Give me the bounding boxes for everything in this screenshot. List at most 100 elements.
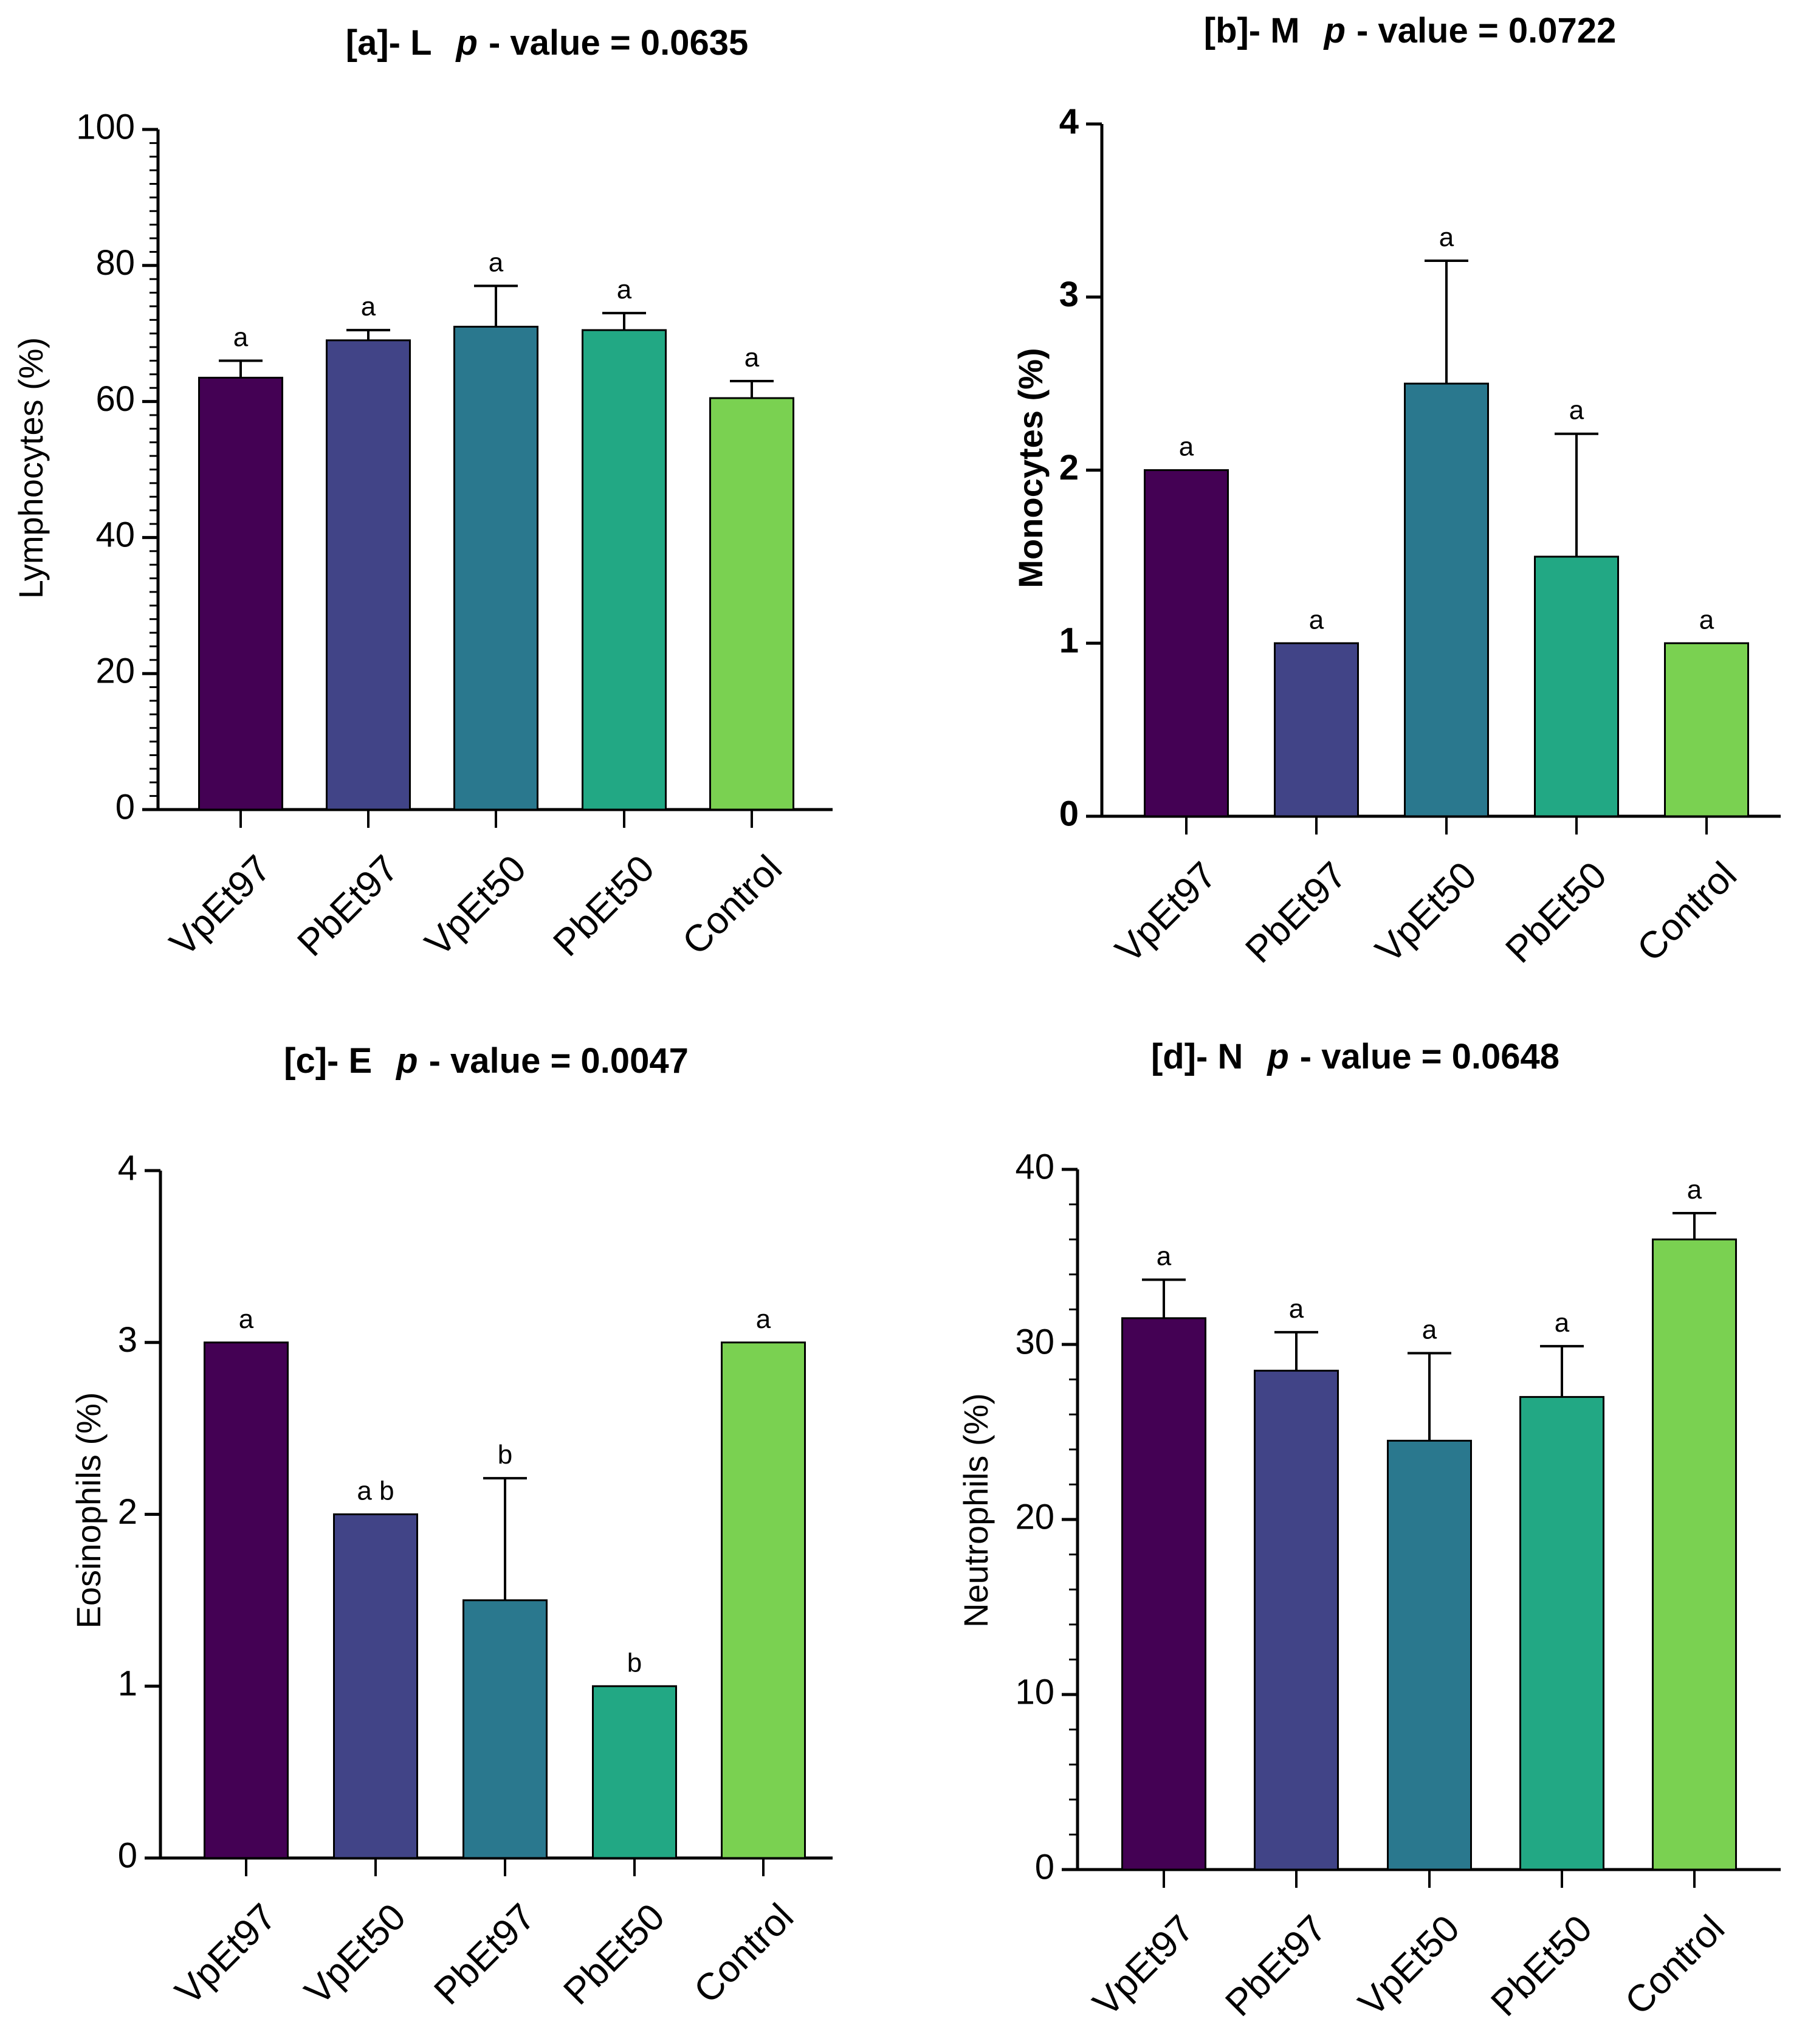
bar-pbet97 <box>1254 1369 1339 1871</box>
bar-vpet50 <box>1387 1439 1472 1871</box>
y-tick-label: 30 <box>1015 1322 1054 1361</box>
significance-label: a <box>1569 396 1584 425</box>
y-tick-label: 80 <box>95 243 135 283</box>
y-tick-label: 20 <box>95 652 135 691</box>
significance-label: a <box>1687 1175 1702 1205</box>
x-tick-label: VpEt50 <box>1350 1907 1468 2025</box>
bar-control <box>1664 642 1749 817</box>
x-tick-label: PbEt97 <box>426 1896 543 2013</box>
y-axis-label: Neutrophils (%) <box>957 1393 995 1628</box>
x-tick-label: Control <box>686 1896 802 2011</box>
y-tick-label: 1 <box>118 1664 137 1704</box>
chart-title-p: p <box>395 1041 418 1081</box>
x-tick-label: PbEt50 <box>545 847 662 965</box>
x-tick-label: VpEt50 <box>417 847 534 965</box>
significance-label: a <box>361 292 376 322</box>
x-tick-label: PbEt50 <box>1497 854 1615 971</box>
y-tick-label: 4 <box>1059 102 1079 141</box>
bar-pbet50 <box>582 329 667 811</box>
y-tick-label: 0 <box>115 787 135 827</box>
chart-title-suffix: - value = 0.0635 <box>489 23 748 63</box>
y-tick-label: 0 <box>1035 1847 1054 1887</box>
x-tick-label: PbEt97 <box>1217 1907 1335 2025</box>
y-tick-label: 0 <box>1059 794 1079 833</box>
chart-title-prefix: [c]- E <box>284 1041 372 1081</box>
significance-label: a <box>1179 432 1194 462</box>
y-tick-label: 100 <box>76 107 135 146</box>
bar-pbet50 <box>1534 556 1619 817</box>
chart-panel-b: [b]- M p - value = 0.0722 Monocytes (%) 0 1 2 3… <box>1011 11 1781 971</box>
chart-title-prefix: [b]- M <box>1204 11 1300 50</box>
y-tick-label: 1 <box>1059 621 1079 661</box>
chart-title-suffix: - value = 0.0648 <box>1300 1037 1559 1076</box>
x-tick-label: Control <box>1629 854 1745 969</box>
bar-control <box>709 397 794 811</box>
bar-vpet97 <box>198 376 283 811</box>
x-tick-label: VpEt97 <box>1107 854 1225 971</box>
x-tick-label: VpEt50 <box>1367 854 1485 971</box>
chart-title: [b]- M p - value = 0.0722 <box>1204 11 1617 50</box>
significance-label: a <box>1555 1308 1570 1338</box>
bar-pbet50 <box>1519 1395 1604 1871</box>
bar-control <box>1652 1238 1737 1871</box>
y-tick-label: 2 <box>118 1492 137 1532</box>
significance-label: a <box>1289 1294 1304 1324</box>
significance-label: a <box>744 343 760 373</box>
chart-title-p: p <box>1323 11 1346 50</box>
x-tick-label: PbEt97 <box>289 847 407 965</box>
y-tick-label: 4 <box>118 1148 137 1188</box>
y-tick-label: 3 <box>118 1320 137 1360</box>
bar-pbet50 <box>592 1685 677 1859</box>
y-tick-label: 10 <box>1015 1672 1054 1712</box>
significance-label: a <box>1439 222 1454 252</box>
bar-control <box>721 1341 806 1859</box>
bar-vpet50 <box>1404 382 1489 817</box>
y-tick-label: 60 <box>95 379 135 419</box>
bar-pbet97 <box>462 1599 548 1859</box>
significance-label: a <box>233 322 249 352</box>
significance-label: a <box>1309 605 1324 635</box>
y-tick-label: 40 <box>1015 1147 1054 1186</box>
chart-title-p: p <box>455 23 478 63</box>
y-axis-label: Monocytes (%) <box>1011 348 1050 588</box>
significance-label: a b <box>357 1476 394 1506</box>
chart-panel-c: [c]- E p - value = 0.0047 Eosinophils (%) 0 1… <box>69 1041 833 2013</box>
significance-label: a <box>239 1304 254 1334</box>
y-tick-label: 20 <box>1015 1497 1054 1536</box>
chart-title: [c]- E p - value = 0.0047 <box>284 1041 689 1081</box>
chart-title: [a]- L p - value = 0.0635 <box>346 23 748 63</box>
significance-label: b <box>627 1648 642 1678</box>
bar-vpet50 <box>453 326 538 811</box>
x-tick-label: Control <box>675 847 790 963</box>
chart-title-p: p <box>1266 1037 1288 1076</box>
chart-title: [d]- N p - value = 0.0648 <box>1151 1037 1559 1076</box>
chart-panel-d: [d]- N p - value = 0.0648 Neutrophils (%) 0 1… <box>957 1037 1781 2025</box>
y-axis-label: Eosinophils (%) <box>69 1392 108 1628</box>
chart-title-prefix: [a]- L <box>346 23 432 63</box>
x-tick-label: PbEt97 <box>1237 854 1355 971</box>
y-tick-label: 2 <box>1059 448 1079 487</box>
significance-label: a <box>1157 1241 1172 1271</box>
bar-vpet97 <box>204 1341 289 1859</box>
bar-pbet97 <box>1274 642 1359 817</box>
x-tick-label: PbEt50 <box>1483 1907 1600 2025</box>
y-tick-label: 0 <box>118 1836 137 1875</box>
bar-vpet50 <box>333 1513 418 1859</box>
chart-title-suffix: - value = 0.0722 <box>1356 11 1616 50</box>
significance-label: a <box>1422 1315 1437 1344</box>
x-tick-label: VpEt97 <box>1085 1907 1202 2025</box>
x-tick-label: VpEt50 <box>297 1896 414 2013</box>
bar-pbet97 <box>326 339 411 811</box>
significance-label: a <box>489 247 504 277</box>
x-tick-label: VpEt97 <box>167 1896 284 2013</box>
x-tick-label: Control <box>1617 1907 1733 2023</box>
significance-label: a <box>617 275 632 305</box>
bar-vpet97 <box>1144 469 1229 817</box>
significance-label: b <box>498 1440 512 1470</box>
significance-label: a <box>756 1304 771 1334</box>
y-axis-label: Lymphocytes (%) <box>12 337 50 599</box>
chart-title-prefix: [d]- N <box>1151 1037 1243 1076</box>
bar-vpet97 <box>1121 1317 1206 1871</box>
y-tick-label: 3 <box>1059 275 1079 314</box>
